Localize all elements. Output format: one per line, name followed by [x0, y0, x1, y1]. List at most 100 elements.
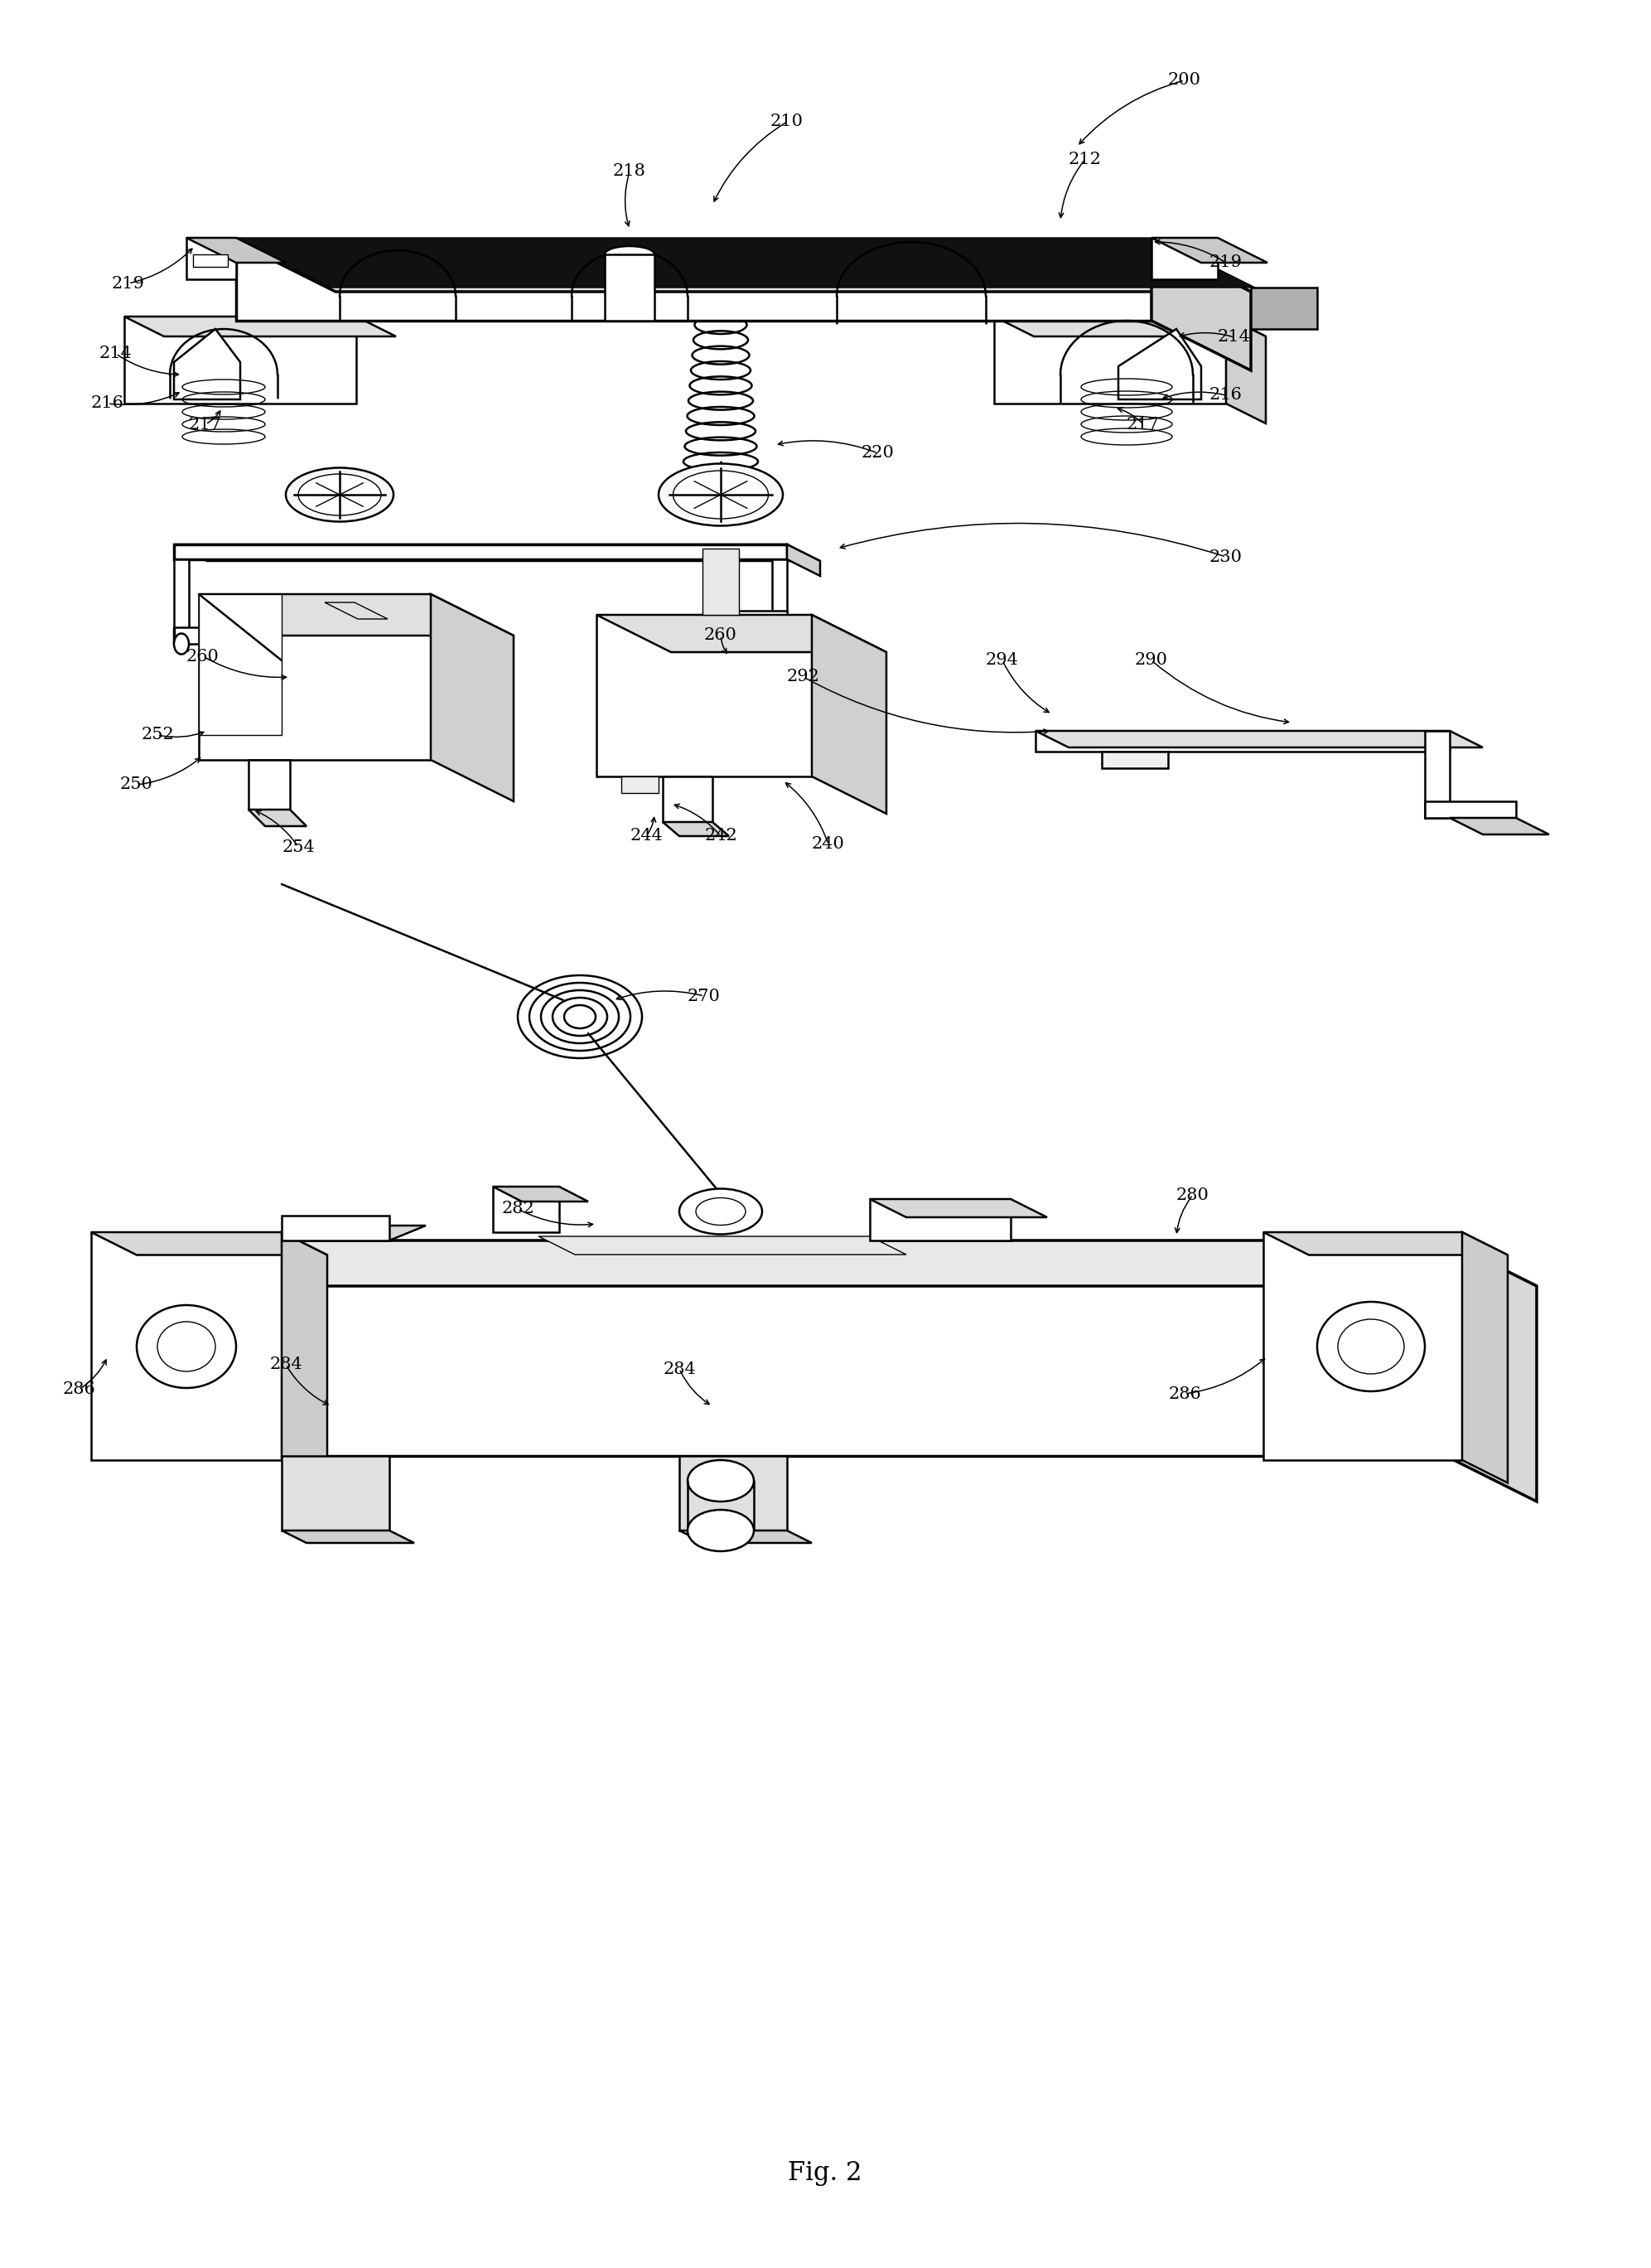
Text: 252: 252	[140, 728, 173, 744]
Text: 216: 216	[1210, 388, 1243, 404]
Polygon shape	[662, 821, 730, 837]
Text: 244: 244	[629, 828, 662, 844]
Polygon shape	[713, 610, 788, 628]
Ellipse shape	[157, 1322, 215, 1372]
Text: 217: 217	[1126, 417, 1159, 433]
Ellipse shape	[286, 467, 393, 522]
Polygon shape	[282, 1232, 327, 1483]
Polygon shape	[1151, 238, 1218, 279]
Text: 260: 260	[705, 628, 738, 644]
Polygon shape	[812, 615, 887, 814]
Text: 210: 210	[771, 113, 804, 129]
Polygon shape	[96, 1241, 1446, 1456]
Text: 212: 212	[1068, 152, 1101, 168]
Polygon shape	[187, 238, 286, 263]
Ellipse shape	[604, 247, 654, 263]
Polygon shape	[187, 238, 236, 279]
Polygon shape	[1227, 318, 1266, 424]
Polygon shape	[124, 318, 357, 404]
Text: 214: 214	[99, 347, 132, 361]
Polygon shape	[788, 544, 821, 576]
Polygon shape	[173, 329, 241, 399]
Polygon shape	[1425, 801, 1516, 819]
Polygon shape	[702, 549, 740, 615]
Polygon shape	[282, 1531, 414, 1542]
Polygon shape	[1151, 238, 1268, 263]
Polygon shape	[173, 560, 188, 644]
Text: 219: 219	[112, 274, 145, 290]
Text: 282: 282	[502, 1202, 535, 1218]
Polygon shape	[124, 318, 396, 336]
Ellipse shape	[173, 633, 188, 653]
Text: 230: 230	[1210, 549, 1243, 565]
Text: 284: 284	[662, 1361, 695, 1377]
Text: 216: 216	[91, 395, 124, 411]
Polygon shape	[1101, 751, 1167, 769]
Polygon shape	[1263, 1232, 1463, 1461]
Polygon shape	[494, 1186, 560, 1232]
Polygon shape	[282, 1456, 390, 1531]
Text: 260: 260	[187, 649, 220, 665]
Polygon shape	[1425, 730, 1450, 819]
Polygon shape	[1450, 819, 1549, 835]
Polygon shape	[282, 1216, 390, 1241]
Polygon shape	[870, 1200, 1010, 1241]
Polygon shape	[1035, 730, 1450, 751]
Polygon shape	[773, 560, 788, 628]
Polygon shape	[91, 1232, 282, 1461]
Polygon shape	[621, 776, 659, 794]
Polygon shape	[173, 544, 788, 560]
Polygon shape	[596, 615, 812, 776]
Ellipse shape	[679, 1188, 763, 1234]
Ellipse shape	[137, 1304, 236, 1388]
Text: Fig. 2: Fig. 2	[788, 2159, 862, 2186]
Ellipse shape	[687, 1461, 755, 1501]
Text: 284: 284	[269, 1356, 302, 1372]
Text: 250: 250	[121, 778, 154, 792]
Polygon shape	[249, 810, 307, 826]
Polygon shape	[173, 628, 249, 644]
Ellipse shape	[1337, 1320, 1403, 1374]
Polygon shape	[679, 1456, 788, 1531]
Polygon shape	[282, 1225, 426, 1241]
Polygon shape	[662, 776, 713, 821]
Polygon shape	[1446, 1241, 1537, 1501]
Text: 254: 254	[282, 839, 315, 855]
Polygon shape	[236, 243, 1251, 293]
Text: 292: 292	[788, 669, 821, 685]
Text: 286: 286	[1169, 1386, 1200, 1402]
Polygon shape	[431, 594, 513, 801]
Text: 218: 218	[613, 163, 646, 179]
Polygon shape	[231, 238, 1255, 288]
Ellipse shape	[659, 463, 783, 526]
Polygon shape	[870, 1200, 1047, 1218]
Polygon shape	[198, 594, 282, 735]
Polygon shape	[173, 544, 821, 560]
Polygon shape	[249, 760, 291, 810]
Polygon shape	[1263, 1232, 1507, 1254]
Polygon shape	[198, 594, 513, 635]
Polygon shape	[1118, 329, 1202, 399]
Ellipse shape	[695, 1198, 746, 1225]
Ellipse shape	[1317, 1302, 1425, 1390]
Polygon shape	[994, 318, 1227, 404]
Text: 270: 270	[687, 989, 720, 1005]
Text: 214: 214	[1218, 329, 1251, 345]
Polygon shape	[538, 1236, 906, 1254]
Ellipse shape	[299, 474, 381, 515]
Polygon shape	[994, 318, 1266, 336]
Polygon shape	[96, 1241, 1537, 1286]
Ellipse shape	[674, 472, 768, 519]
Text: 240: 240	[812, 837, 845, 853]
Polygon shape	[198, 594, 431, 760]
Polygon shape	[494, 1186, 588, 1202]
Text: 200: 200	[1167, 73, 1202, 88]
Text: 294: 294	[986, 653, 1019, 669]
Text: 217: 217	[188, 417, 221, 433]
Polygon shape	[604, 254, 654, 320]
Text: 290: 290	[1134, 653, 1167, 669]
Polygon shape	[193, 254, 228, 268]
Polygon shape	[91, 1232, 327, 1254]
Ellipse shape	[773, 617, 788, 637]
Polygon shape	[1251, 288, 1317, 329]
